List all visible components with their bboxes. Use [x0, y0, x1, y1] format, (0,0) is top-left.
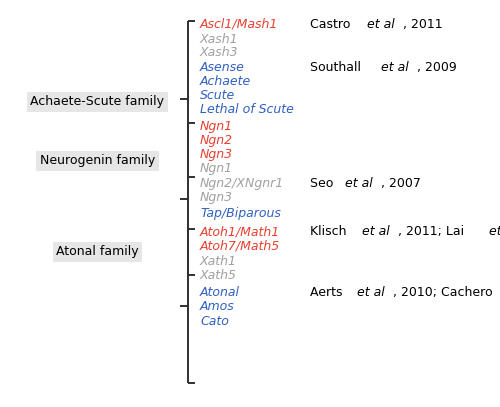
- Text: Atonal: Atonal: [200, 286, 240, 298]
- Text: Ascl1/Mash1: Ascl1/Mash1: [200, 18, 278, 31]
- Text: Xash3: Xash3: [200, 46, 238, 59]
- Text: Ngn2: Ngn2: [200, 134, 233, 147]
- Text: Xath5: Xath5: [200, 269, 237, 282]
- Text: et al: et al: [381, 61, 408, 74]
- Text: Southall: Southall: [310, 61, 365, 74]
- Text: Aerts: Aerts: [310, 286, 346, 298]
- Text: Scute: Scute: [200, 89, 235, 102]
- Text: Ngn3: Ngn3: [200, 148, 233, 161]
- Text: Ngn1: Ngn1: [200, 162, 233, 175]
- Text: Lethal of Scute: Lethal of Scute: [200, 103, 294, 116]
- Text: Klisch: Klisch: [310, 225, 350, 239]
- Text: Atoh1/Math1: Atoh1/Math1: [200, 225, 280, 239]
- Text: Castro: Castro: [310, 18, 354, 31]
- Text: Atoh7/Math5: Atoh7/Math5: [200, 240, 280, 253]
- Text: Cato: Cato: [200, 315, 229, 328]
- Text: Xash1: Xash1: [200, 33, 238, 46]
- Text: Ngn3: Ngn3: [200, 191, 233, 204]
- Text: Xath1: Xath1: [200, 255, 237, 268]
- Text: Neurogenin family: Neurogenin family: [40, 154, 155, 167]
- Text: , 2009: , 2009: [417, 61, 457, 74]
- Text: Atonal family: Atonal family: [56, 245, 139, 258]
- Text: et al: et al: [357, 286, 385, 298]
- Text: et al: et al: [346, 177, 373, 190]
- Text: Achaete-Scute family: Achaete-Scute family: [30, 95, 164, 108]
- Text: Seo: Seo: [310, 177, 338, 190]
- Text: et al: et al: [362, 225, 390, 239]
- Text: Ngn2/XNgnr1: Ngn2/XNgnr1: [200, 177, 284, 190]
- Text: , 2010; Cachero: , 2010; Cachero: [393, 286, 496, 298]
- Text: Ngn1: Ngn1: [200, 120, 233, 133]
- Text: , 2011: , 2011: [403, 18, 442, 31]
- Text: , 2007: , 2007: [381, 177, 421, 190]
- Text: Asense: Asense: [200, 61, 245, 74]
- Text: Amos: Amos: [200, 300, 235, 313]
- Text: , 2011; Lai: , 2011; Lai: [398, 225, 468, 239]
- Text: Tap/Biparous: Tap/Biparous: [200, 207, 281, 220]
- Text: et al: et al: [368, 18, 395, 31]
- Text: et al: et al: [488, 225, 500, 239]
- Text: Achaete: Achaete: [200, 75, 252, 88]
